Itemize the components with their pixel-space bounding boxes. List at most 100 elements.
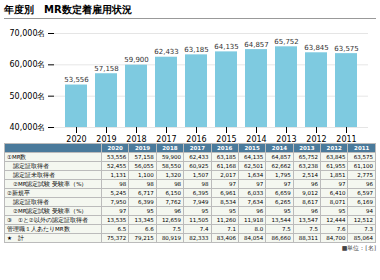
html-text:2012: 2012 <box>326 145 342 151</box>
html-text:96: 96 <box>311 181 319 187</box>
svg-text:60,000名: 60,000名 <box>10 60 46 69</box>
html-text:2019: 2019 <box>134 145 151 151</box>
svg-text:2020: 2020 <box>66 135 86 143</box>
svg-text:2018: 2018 <box>126 135 146 143</box>
html-text:97: 97 <box>228 181 236 187</box>
html-text:63,845: 63,845 <box>326 154 346 160</box>
svg-text:63,185: 63,185 <box>184 46 209 54</box>
html-text:■単位：[名]: ■単位：[名] <box>341 244 376 251</box>
html-text:61,168: 61,168 <box>216 163 236 169</box>
svg-text:70,000名: 70,000名 <box>10 29 46 38</box>
html-text:1,131: 1,131 <box>110 172 127 178</box>
html-text:97: 97 <box>256 181 264 187</box>
html-text:1,320: 1,320 <box>165 172 182 178</box>
html-text:2013: 2013 <box>299 145 315 151</box>
svg-text:2019: 2019 <box>96 135 116 143</box>
html-text:6,410: 6,410 <box>329 190 346 196</box>
svg-text:65,752: 65,752 <box>274 38 299 46</box>
html-text:認定証未取得者: 認定証未取得者 <box>7 172 55 178</box>
html-text:2,775: 2,775 <box>357 172 373 178</box>
svg-text:2013: 2013 <box>276 135 296 143</box>
html-text:6,033: 6,033 <box>247 190 264 196</box>
html-text:6,399: 6,399 <box>138 199 154 205</box>
html-text:6,150: 6,150 <box>165 190 182 196</box>
html-text:1,507: 1,507 <box>192 172 209 178</box>
svg-text:57,158: 57,158 <box>94 65 119 73</box>
svg-text:40,000名: 40,000名 <box>10 123 46 132</box>
html-text:6,717: 6,717 <box>138 190 154 196</box>
html-text:98: 98 <box>119 181 127 187</box>
html-text:8,534: 8,534 <box>220 199 236 205</box>
html-text:57,158: 57,158 <box>134 154 154 160</box>
svg-text:2016: 2016 <box>186 135 206 143</box>
html-text:63,575: 63,575 <box>353 154 373 160</box>
html-text:6,265: 6,265 <box>274 199 291 205</box>
html-text:9,012: 9,012 <box>302 190 319 196</box>
html-text:64,135: 64,135 <box>244 154 264 160</box>
html-text:7,950: 7,950 <box>110 199 127 205</box>
html-text:2,017: 2,017 <box>220 172 236 178</box>
html-text:61,100: 61,100 <box>353 163 373 169</box>
html-text:62,501: 62,501 <box>244 163 264 169</box>
html-text:2016: 2016 <box>217 145 233 151</box>
html-text:52,455: 52,455 <box>107 163 127 169</box>
html-text:7,949: 7,949 <box>192 199 209 205</box>
html-text:58,550: 58,550 <box>161 163 182 169</box>
html-text:1,795: 1,795 <box>274 172 291 178</box>
svg-text:53,556: 53,556 <box>64 76 89 84</box>
html-text:②新規卒: ②新規卒 <box>7 190 30 196</box>
html-text:56,055: 56,055 <box>134 163 154 169</box>
html-text:59,900: 59,900 <box>161 154 182 160</box>
svg-text:63,845: 63,845 <box>304 44 329 52</box>
html-text:2017: 2017 <box>189 145 205 151</box>
html-text:認定証取得者: 認定証取得者 <box>7 163 49 169</box>
svg-text:64,135: 64,135 <box>214 43 239 51</box>
html-text:年度別 MR数定着雇用状況: 年度別 MR数定着雇用状況 <box>4 4 132 15</box>
html-text:①MR数: ①MR数 <box>7 154 27 160</box>
html-text:98: 98 <box>174 181 182 187</box>
html-text:53,556: 53,556 <box>107 154 127 160</box>
html-text:1,100: 1,100 <box>138 172 154 178</box>
html-text:97: 97 <box>338 181 346 187</box>
html-text:7,762: 7,762 <box>165 199 182 205</box>
html-text:認定証取得者: 認定証取得者 <box>7 199 49 205</box>
html-text:64,857: 64,857 <box>271 154 291 160</box>
svg-text:50,000名: 50,000名 <box>10 92 46 101</box>
html-text:61,955: 61,955 <box>326 163 346 169</box>
html-text:6,395: 6,395 <box>192 190 209 196</box>
svg-text:64,857: 64,857 <box>244 41 269 49</box>
html-text:2015: 2015 <box>244 145 260 151</box>
html-text:1,634: 1,634 <box>247 172 264 178</box>
html-text:5,245: 5,245 <box>110 190 127 196</box>
html-text:2011: 2011 <box>354 145 370 151</box>
html-text:6,659: 6,659 <box>274 190 291 196</box>
html-text:63,238: 63,238 <box>298 163 319 169</box>
html-text:②MR認定試験 受験率（%）: ②MR認定試験 受験率（%） <box>7 181 88 187</box>
html-text:2020: 2020 <box>107 145 123 151</box>
html-text:6,597: 6,597 <box>357 190 373 196</box>
html-text:96: 96 <box>366 181 373 187</box>
html-text:62,433: 62,433 <box>189 154 209 160</box>
html-text:2018: 2018 <box>162 145 178 151</box>
html-text:63,185: 63,185 <box>216 154 236 160</box>
svg-text:2017: 2017 <box>156 135 176 143</box>
svg-text:2012: 2012 <box>306 135 326 143</box>
svg-text:59,900: 59,900 <box>124 56 149 64</box>
html-text:8,617: 8,617 <box>302 199 319 205</box>
svg-text:2011: 2011 <box>336 135 356 143</box>
html-text:62,662: 62,662 <box>271 163 291 169</box>
html-text:98: 98 <box>201 181 209 187</box>
svg-text:2014: 2014 <box>246 135 266 143</box>
html-text:98: 98 <box>146 181 154 187</box>
html-text:2,514: 2,514 <box>302 172 319 178</box>
svg-text:2015: 2015 <box>216 135 236 143</box>
html-text:1,851: 1,851 <box>329 172 346 178</box>
html-text:65,752: 65,752 <box>298 154 319 160</box>
html-text:6,961: 6,961 <box>220 190 236 196</box>
html-text:60,925: 60,925 <box>189 163 209 169</box>
svg-text:62,433: 62,433 <box>154 48 179 56</box>
svg-text:63,575: 63,575 <box>334 45 359 53</box>
html-text:2014: 2014 <box>271 145 288 151</box>
html-text:7,634: 7,634 <box>247 199 264 205</box>
html-text:97: 97 <box>283 181 291 187</box>
